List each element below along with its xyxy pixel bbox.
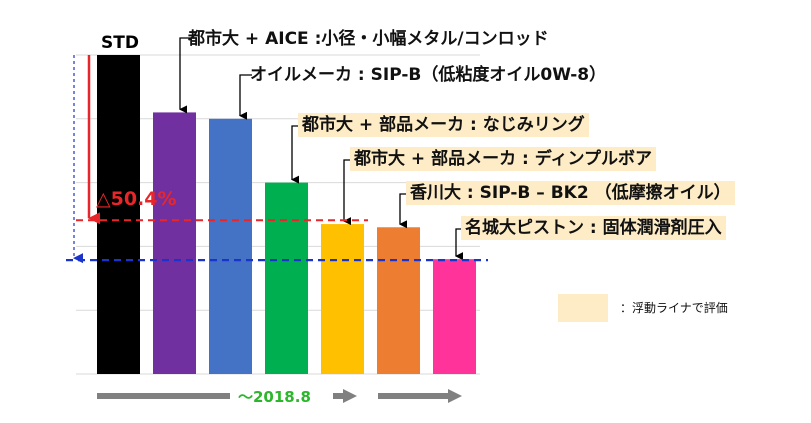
reduction-label: △50.4% bbox=[96, 188, 177, 210]
annotation-arrow-2 bbox=[239, 74, 252, 120]
annotation-meijo-piston: 名城大ピストン : 固体潤滑剤圧入 bbox=[461, 216, 726, 240]
bars bbox=[97, 55, 476, 375]
annotation-sip-b: オイルメーカ : SIP-B（低粘度オイル0W-8） bbox=[250, 65, 607, 85]
annotation-break-in-ring: 都市大 + 部品メーカ : なじみリング bbox=[298, 113, 589, 137]
bar-4 bbox=[321, 224, 364, 374]
bar-3 bbox=[265, 182, 308, 374]
legend-swatch bbox=[558, 294, 608, 322]
tick-label-std: STD bbox=[101, 33, 139, 53]
period-label: ～2018.8 bbox=[238, 388, 311, 406]
legend-label: ：浮動ライナで評価 bbox=[620, 301, 728, 315]
annotation-kagawa: 香川大 : SIP-B – BK2 （低摩擦オイル） bbox=[406, 181, 735, 205]
bar-0 bbox=[97, 55, 140, 374]
bar-2 bbox=[209, 118, 252, 374]
bar-6 bbox=[433, 259, 476, 374]
bar-5 bbox=[377, 227, 420, 374]
bar-1 bbox=[153, 112, 196, 375]
annotation-dimple-bore: 都市大 + 部品メーカ : ディンプルボア bbox=[350, 147, 657, 171]
annotation-aice: 都市大 + AICE :小径・小幅メタル/コンロッド bbox=[188, 29, 549, 49]
annotation-arrow-1 bbox=[179, 37, 192, 114]
